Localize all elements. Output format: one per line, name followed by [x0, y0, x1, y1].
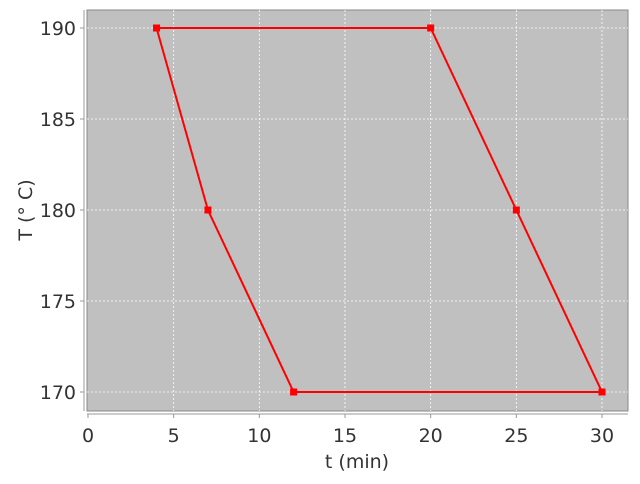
- plot-area: [86, 9, 629, 412]
- y-tick-label: 185: [40, 109, 76, 131]
- series: [153, 24, 606, 396]
- data-point: [290, 388, 298, 396]
- x-tick-label: 10: [247, 425, 271, 447]
- y-tick-label: 190: [40, 18, 76, 40]
- data-point: [204, 206, 212, 214]
- data-point: [598, 388, 606, 396]
- data-point: [512, 206, 520, 214]
- x-tick-label: 15: [333, 425, 357, 447]
- x-axis-label: t (min): [325, 451, 389, 473]
- y-ticks: 170 175 180 185 190: [40, 18, 84, 404]
- x-tick-label: 20: [419, 425, 443, 447]
- data-point: [427, 24, 435, 32]
- y-axis-label: T (° C): [15, 179, 37, 241]
- x-tick-label: 30: [590, 425, 614, 447]
- y-tick-label: 170: [40, 382, 76, 404]
- y-tick-label: 180: [40, 200, 76, 222]
- x-tick-label: 0: [82, 425, 94, 447]
- x-tick-label: 5: [168, 425, 180, 447]
- x-ticks: 0 5 10 15 20 25 30: [82, 414, 614, 447]
- data-point: [153, 24, 161, 32]
- x-tick-label: 25: [504, 425, 528, 447]
- y-tick-label: 175: [40, 291, 76, 313]
